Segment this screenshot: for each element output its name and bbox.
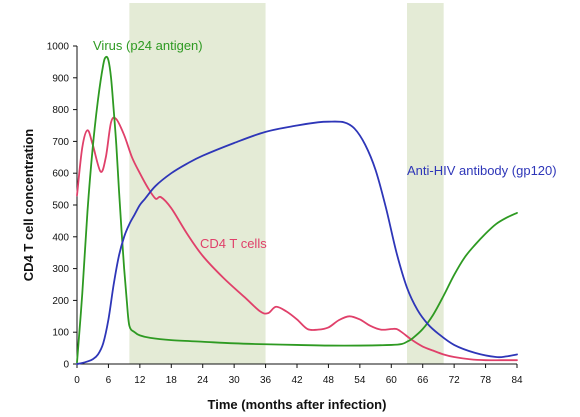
y-tick-label: 300 [52, 264, 69, 275]
y-tick-label: 200 [52, 296, 69, 307]
x-ticks: 0 6 12 18 24 30 36 42 48 54 60 66 72 78 84 [74, 364, 523, 386]
y-tick-label: 900 [52, 73, 69, 84]
shaded-region-0 [129, 3, 266, 364]
x-tick-label: 48 [323, 375, 335, 386]
x-tick-label: 36 [260, 375, 272, 386]
y-tick-label: 100 [52, 328, 69, 339]
y-tick-label: 600 [52, 169, 69, 180]
shaded-region-1 [407, 3, 444, 364]
x-tick-label: 18 [166, 375, 178, 386]
x-tick-label: 0 [74, 375, 80, 386]
x-tick-label: 12 [134, 375, 146, 386]
y-tick-label: 500 [52, 201, 69, 212]
x-tick-label: 6 [106, 375, 112, 386]
x-axis-title: Time (months after infection) [208, 397, 387, 412]
x-tick-label: 72 [449, 375, 461, 386]
x-tick-label: 78 [480, 375, 492, 386]
y-tick-label: 400 [52, 232, 69, 243]
series-line-anti-hiv-antibody [76, 120, 518, 365]
y-tick-label: 1000 [47, 42, 70, 53]
y-tick-label: 800 [52, 105, 69, 116]
x-tick-label: 66 [417, 375, 429, 386]
y-axis-title: CD4 T cell concentration [21, 129, 36, 281]
series-label-antibody: Anti-HIV antibody (gp120) [407, 163, 557, 178]
shaded-regions [129, 3, 444, 364]
series-line-virus-p24 [76, 55, 518, 364]
y-tick-label: 700 [52, 137, 69, 148]
series-label-cd4: CD4 T cells [200, 236, 267, 251]
x-tick-label: 54 [354, 375, 366, 386]
series-lines [76, 55, 518, 365]
series-label-virus: Virus (p24 antigen) [93, 38, 203, 53]
y-tick-label: 0 [63, 360, 69, 371]
x-tick-label: 60 [386, 375, 398, 386]
x-tick-label: 84 [511, 375, 523, 386]
series-line-cd4-t-cells [76, 116, 518, 362]
x-tick-label: 42 [291, 375, 303, 386]
x-tick-label: 24 [197, 375, 209, 386]
y-ticks: 0 100 200 300 400 500 600 700 800 900 1000 [47, 42, 77, 371]
x-tick-label: 30 [229, 375, 241, 386]
